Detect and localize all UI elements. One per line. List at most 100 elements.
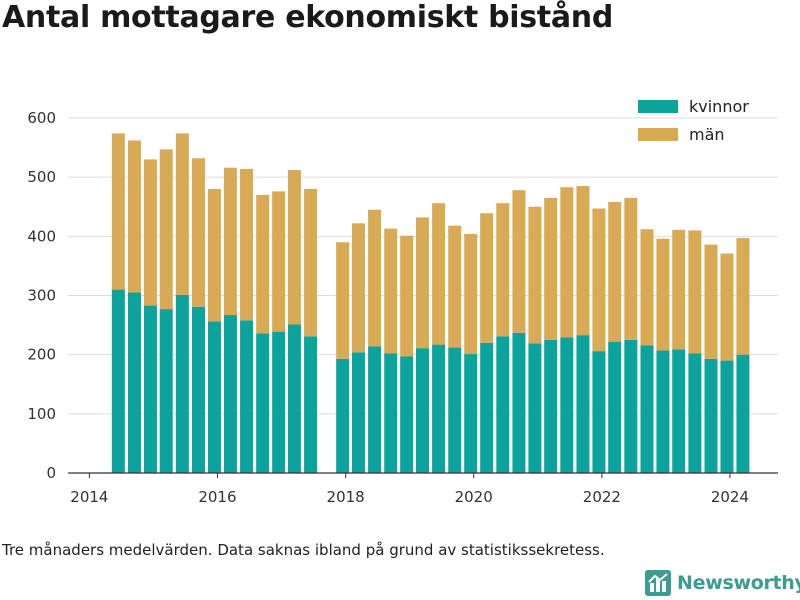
bar-kvinnor xyxy=(656,350,670,473)
bar-kvinnor xyxy=(592,351,606,473)
bar-man xyxy=(496,203,510,337)
bar-man xyxy=(191,158,205,307)
bar-kvinnor xyxy=(368,346,382,473)
bar-man xyxy=(287,170,301,325)
bar-man xyxy=(143,159,157,306)
bar-kvinnor xyxy=(159,309,173,473)
bar-man xyxy=(448,225,462,348)
bar-kvinnor xyxy=(544,339,558,473)
bar-kvinnor xyxy=(448,347,462,473)
bar-man xyxy=(592,208,606,352)
bar-man xyxy=(336,242,350,359)
bar-kvinnor xyxy=(560,337,574,473)
legend: kvinnor män xyxy=(638,97,749,144)
chart-title: Antal mottagare ekonomiskt bistånd xyxy=(2,0,614,35)
bar-man xyxy=(207,189,221,322)
bar-man xyxy=(576,186,590,336)
legend-swatch xyxy=(638,128,678,141)
bar-man xyxy=(159,149,173,310)
bar-kvinnor xyxy=(256,333,270,473)
bar-man xyxy=(640,229,654,346)
bar-man xyxy=(672,229,686,350)
bar-kvinnor xyxy=(480,342,494,473)
x-tick-label: 2020 xyxy=(455,488,493,506)
bar-kvinnor xyxy=(688,353,702,473)
bar-man xyxy=(415,217,429,349)
y-tick-label: 600 xyxy=(27,109,56,127)
bar-kvinnor xyxy=(336,358,350,473)
bar-man xyxy=(704,244,718,359)
bar-man xyxy=(512,190,526,333)
bar-man xyxy=(528,206,542,344)
bar-man xyxy=(175,133,189,295)
bar-man xyxy=(304,189,318,337)
footnote: Tre månaders medelvärden. Data saknas ib… xyxy=(2,541,605,559)
x-axis-ticks: 2014 2016 2018 2020 2022 2024 xyxy=(70,473,749,506)
x-tick-label: 2014 xyxy=(70,488,108,506)
bar-man xyxy=(560,187,574,338)
y-tick-label: 0 xyxy=(46,464,56,482)
bar-kvinnor xyxy=(704,358,718,473)
bar-man xyxy=(432,203,446,345)
y-tick-label: 300 xyxy=(27,287,56,305)
bar-man xyxy=(464,233,478,355)
bar-kvinnor xyxy=(496,336,510,473)
bar-kvinnor xyxy=(191,306,205,473)
bar-man xyxy=(720,253,734,361)
bar-kvinnor xyxy=(111,289,125,473)
legend-label: män xyxy=(689,125,725,144)
legend-label: kvinnor xyxy=(689,97,749,116)
bar-man xyxy=(223,167,237,316)
bar-kvinnor xyxy=(512,332,526,473)
brand: Newsworthy xyxy=(645,570,800,596)
bar-man xyxy=(111,133,125,290)
bar-man xyxy=(240,168,254,321)
bars xyxy=(111,133,750,473)
bar-kvinnor xyxy=(528,343,542,473)
y-tick-label: 400 xyxy=(27,227,56,245)
y-tick-label: 100 xyxy=(27,405,56,423)
bar-kvinnor xyxy=(240,320,254,473)
x-tick-label: 2018 xyxy=(327,488,365,506)
x-tick-label: 2016 xyxy=(198,488,236,506)
bar-kvinnor xyxy=(384,353,398,473)
x-tick-label: 2022 xyxy=(583,488,621,506)
stacked-bar-chart: 0 100 200 300 400 500 600 2014 2016 2018 2020 2022… xyxy=(27,97,778,506)
legend-swatch xyxy=(638,100,678,113)
bar-man xyxy=(127,140,141,293)
bar-kvinnor xyxy=(640,345,654,473)
y-tick-label: 200 xyxy=(27,346,56,364)
bar-kvinnor xyxy=(464,354,478,473)
bar-kvinnor xyxy=(127,292,141,473)
bar-kvinnor xyxy=(576,335,590,473)
bar-man xyxy=(608,202,622,342)
bar-kvinnor xyxy=(672,349,686,473)
bar-kvinnor xyxy=(287,324,301,473)
brand-name: Newsworthy xyxy=(677,572,800,594)
bar-man xyxy=(272,191,286,332)
y-axis-ticks: 0 100 200 300 400 500 600 xyxy=(27,109,56,482)
bar-man xyxy=(736,238,750,355)
bar-man xyxy=(688,230,702,354)
bar-kvinnor xyxy=(351,352,365,473)
bar-kvinnor xyxy=(304,336,318,473)
newsworthy-logo-icon xyxy=(645,570,671,596)
bar-kvinnor xyxy=(143,305,157,473)
bar-kvinnor xyxy=(400,356,414,473)
bar-man xyxy=(256,194,270,334)
bar-man xyxy=(384,228,398,354)
x-tick-label: 2024 xyxy=(711,488,749,506)
bar-man xyxy=(656,238,670,351)
bar-man xyxy=(351,223,365,353)
bar-kvinnor xyxy=(736,354,750,473)
bar-kvinnor xyxy=(432,344,446,473)
bar-kvinnor xyxy=(175,294,189,473)
bar-man xyxy=(480,213,494,343)
bar-man xyxy=(368,209,382,347)
y-tick-label: 500 xyxy=(27,168,56,186)
bar-man xyxy=(400,235,414,357)
bar-kvinnor xyxy=(624,339,638,473)
bar-man xyxy=(544,197,558,340)
bar-kvinnor xyxy=(223,315,237,473)
bar-kvinnor xyxy=(415,348,429,473)
